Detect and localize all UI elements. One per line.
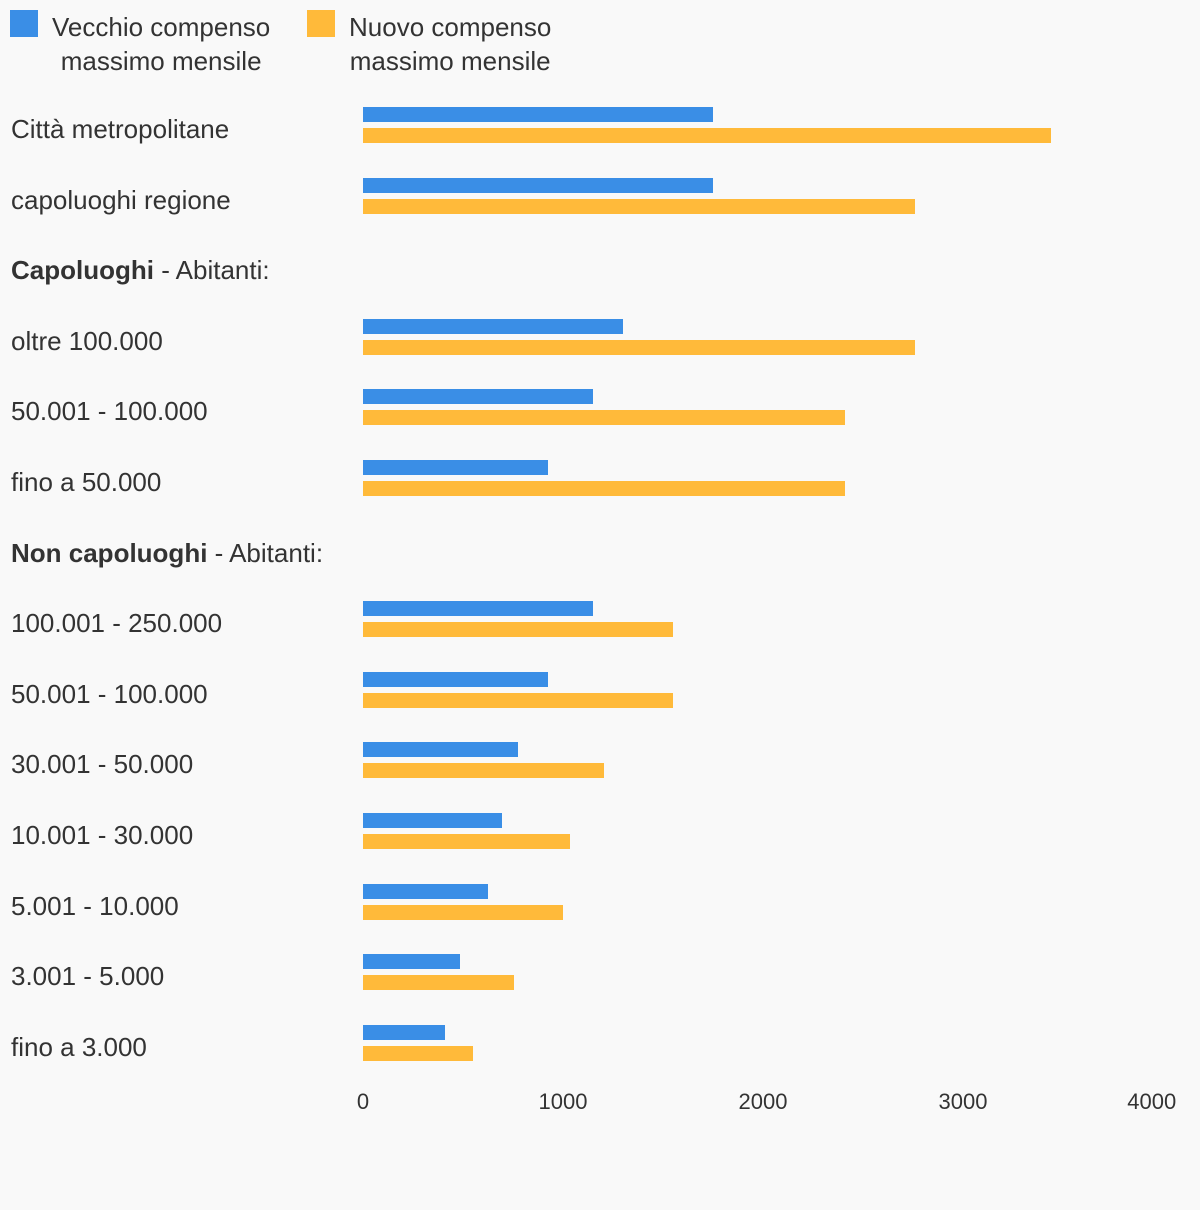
legend-swatch-new (307, 10, 335, 37)
category-label: fino a 3.000 (11, 1031, 147, 1062)
category-label: 50.001 - 100.000 (11, 678, 208, 709)
bar-new (363, 1045, 473, 1061)
x-tick-label: 2000 (738, 1089, 788, 1114)
bar-old (363, 389, 593, 405)
bar-old (363, 813, 502, 828)
group-header: Capoluoghi - Abitanti: (11, 255, 270, 285)
category-label: 50.001 - 100.000 (11, 396, 208, 427)
bar-new (363, 410, 845, 426)
legend-label-new: Nuovo compenso massimo mensile (349, 12, 552, 76)
group-header-suffix: - Abitanti: (207, 537, 324, 568)
x-tick-label: 1000 (538, 1089, 588, 1114)
bar-old (363, 318, 623, 334)
category-label: fino a 50.000 (11, 467, 162, 497)
legend-swatch-old (10, 10, 38, 37)
bar-new (363, 904, 563, 920)
bar-new (363, 975, 514, 991)
bar-old (363, 107, 713, 122)
group-header: Non capoluoghi - Abitanti: (11, 538, 323, 568)
bar-old (363, 671, 548, 687)
bar-old (363, 742, 518, 758)
category-label: 5.001 - 10.000 (11, 890, 179, 921)
category-label: 10.001 - 30.000 (11, 820, 194, 850)
category-label: 30.001 - 50.000 (11, 749, 194, 780)
bar-new (363, 763, 604, 779)
x-tick-label: 4000 (1127, 1089, 1177, 1114)
bar-new (363, 834, 570, 849)
category-label: capoluoghi regione (11, 184, 231, 215)
bar-new (363, 339, 915, 355)
group-header-title: Non capoluoghi (11, 537, 208, 568)
category-label: 100.001 - 250.000 (11, 608, 223, 639)
category-label: Città metropolitane (11, 114, 230, 144)
bar-new (363, 128, 1051, 143)
category-label: oltre 100.000 (11, 325, 163, 356)
category-label: 3.001 - 5.000 (11, 961, 165, 992)
bar-old (363, 460, 548, 475)
bar-old (363, 883, 488, 899)
group-header-suffix: - Abitanti: (153, 255, 270, 286)
bar-old (363, 601, 593, 617)
bar-old (363, 177, 713, 193)
legend-label-old: Vecchio compenso massimo mensile (52, 12, 271, 76)
bar-new (363, 692, 673, 708)
x-tick-label: 0 (356, 1089, 370, 1114)
bar-old (363, 1024, 445, 1040)
bar-new (363, 481, 845, 496)
bar-new (363, 622, 673, 638)
group-header-title: Capoluoghi (11, 255, 154, 286)
bar-new (363, 198, 915, 214)
x-tick-label: 3000 (938, 1089, 988, 1114)
bar-old (363, 954, 460, 970)
